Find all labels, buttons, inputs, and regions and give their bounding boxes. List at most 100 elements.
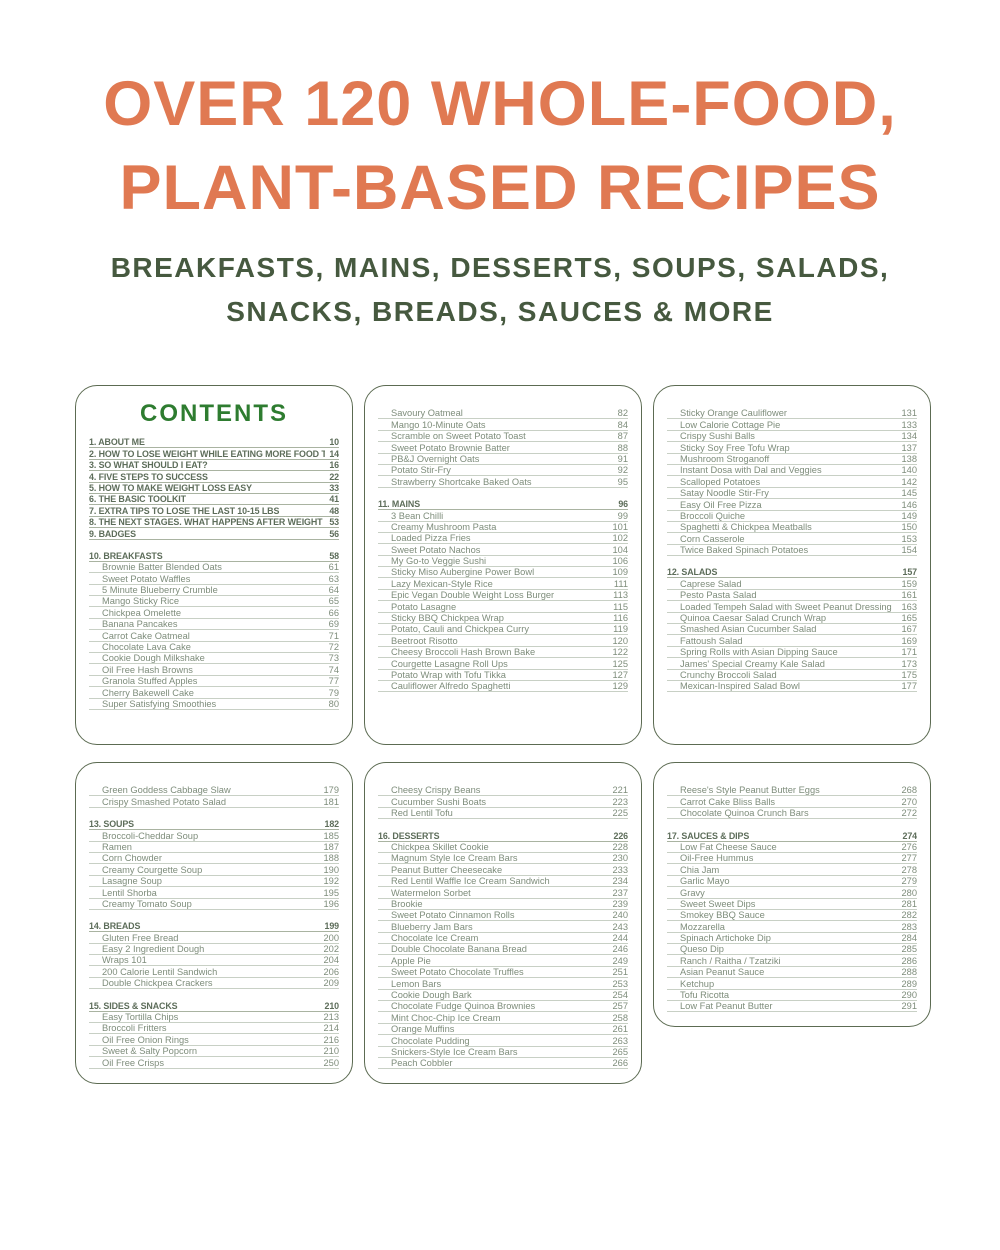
toc-entry-page: 102 [612, 533, 628, 544]
toc-entry-label: Carrot Cake Oatmeal [102, 630, 190, 641]
toc-row: Sticky Soy Free Tofu Wrap 137 [667, 442, 917, 454]
toc-entry-page: 270 [901, 796, 917, 807]
toc-entry-label: Pesto Pasta Salad [680, 590, 757, 601]
toc-entry-page: 157 [902, 567, 917, 578]
toc-entry-page: 56 [329, 528, 339, 539]
toc-row: Chocolate Ice Cream 244 [378, 933, 628, 945]
toc-row: Cheesy Crispy Beans 221 [378, 785, 628, 797]
toc-row: Chocolate Pudding 263 [378, 1035, 628, 1047]
toc-entry-label: Broccoli Quiche [680, 510, 746, 521]
toc-row: Lentil Shorba 195 [89, 887, 339, 899]
toc-entry-label: 8. THE NEXT STAGES. WHAT HAPPENS AFTER W… [89, 517, 325, 528]
toc-entry-page: 14 [329, 448, 339, 459]
toc-entry-page: 237 [612, 887, 628, 898]
toc-entry-label: Potato Lasagne [391, 601, 457, 612]
toc-entry-label: Ramen [102, 841, 132, 852]
toc-row: Spaghetti & Chickpea Meatballs 150 [667, 522, 917, 534]
toc-entry-label: Scramble on Sweet Potato Toast [391, 431, 526, 442]
toc-row: 15. SIDES & SNACKS 210 [89, 1000, 339, 1012]
toc-entry-label: Sweet & Salty Popcorn [102, 1046, 198, 1057]
toc-row: 4. FIVE STEPS TO SUCCESS 22 [89, 471, 339, 483]
toc-row: Ranch / Raitha / Tzatziki 286 [667, 955, 917, 967]
toc-entry-label: Quinoa Caesar Salad Crunch Wrap [680, 613, 827, 624]
toc-entry-label: Granola Stuffed Apples [102, 676, 198, 687]
toc-entry-page: 286 [901, 955, 917, 966]
toc-row: Sweet & Salty Popcorn 210 [89, 1046, 339, 1058]
toc-entry-page: 161 [901, 590, 917, 601]
toc-entry-page: 279 [901, 876, 917, 887]
toc-entry-label: Crispy Smashed Potato Salad [102, 796, 227, 807]
toc-entry-label: 5 Minute Blueberry Crumble [102, 585, 218, 596]
toc-entry-page: 91 [617, 453, 628, 464]
toc-row: Loaded Pizza Fries 102 [378, 533, 628, 545]
toc-row: Apple Pie 249 [378, 955, 628, 967]
toc-row: 2. HOW TO LOSE WEIGHT WHILE EATING MORE … [89, 448, 339, 460]
toc-entry-page: 96 [618, 499, 628, 510]
toc-row: 6. THE BASIC TOOLKIT 41 [89, 494, 339, 506]
toc-row: Ramen 187 [89, 842, 339, 853]
toc-entry-page: 199 [324, 921, 339, 932]
toc-row: Banana Pancakes 69 [89, 619, 339, 631]
toc-row: Magnum Style Ice Cream Bars 230 [378, 853, 628, 865]
section-gap [89, 910, 339, 921]
toc-entry-page: 179 [323, 785, 339, 796]
toc-entry-label: 10. BREAKFASTS [89, 550, 163, 561]
toc-entry-page: 175 [901, 669, 917, 680]
toc-row: Satay Noodle Stir-Fry 145 [667, 488, 917, 500]
toc-row: Watermelon Sorbet 237 [378, 887, 628, 899]
toc-entry-label: Creamy Tomato Soup [102, 898, 192, 909]
toc-entry-page: 185 [323, 830, 339, 841]
toc-entry-label: Sweet Potato Chocolate Truffles [391, 967, 524, 978]
toc-entry-label: Creamy Courgette Soup [102, 864, 203, 875]
toc-row: Queso Dip 285 [667, 944, 917, 956]
toc-row: Sticky BBQ Chickpea Wrap 116 [378, 613, 628, 625]
toc-entry-label: Creamy Mushroom Pasta [391, 521, 497, 532]
toc-entry-label: 1. ABOUT ME [89, 437, 145, 448]
toc-entry-label: Sticky BBQ Chickpea Wrap [391, 613, 504, 624]
toc-entry-label: Banana Pancakes [102, 619, 178, 630]
toc-row: Red Lentil Tofu 225 [378, 808, 628, 820]
toc-row: Scalloped Potatoes 142 [667, 476, 917, 488]
toc-entry-label: Easy 2 Ingredient Dough [102, 944, 205, 955]
toc-row: Crispy Smashed Potato Salad 181 [89, 796, 339, 808]
toc-entry-label: Easy Tortilla Chips [102, 1012, 179, 1023]
toc-entry-label: Corn Chowder [102, 853, 162, 864]
toc-entry-label: Chocolate Fudge Quinoa Brownies [391, 1001, 536, 1012]
toc-entry-page: 16 [329, 460, 339, 471]
toc-entry-page: 285 [901, 944, 917, 955]
toc-entry-label: Sweet Potato Waffles [102, 573, 191, 584]
toc-entry-page: 288 [901, 967, 917, 978]
toc-row: Chocolate Fudge Quinoa Brownies 257 [378, 1001, 628, 1013]
toc-entry-page: 240 [612, 910, 628, 921]
toc-row: Fattoush Salad 169 [667, 635, 917, 647]
toc-entry-page: 206 [323, 966, 339, 977]
toc-panel-3: Sticky Orange Cauliflower 131 Low Calorie … [653, 385, 931, 745]
toc-row: Loaded Tempeh Salad with Sweet Peanut Dr… [667, 601, 917, 613]
toc-entry-label: Sweet Potato Cinnamon Rolls [391, 910, 515, 921]
toc-entry-label: Caprese Salad [680, 578, 742, 589]
toc-row: Sweet Potato Chocolate Truffles 251 [378, 967, 628, 979]
toc-entry-page: 22 [329, 471, 339, 482]
toc-entry-page: 127 [612, 669, 628, 680]
toc-entry-page: 228 [612, 841, 628, 852]
toc-entry-page: 95 [617, 476, 628, 487]
toc-row: Broccoli-Cheddar Soup 185 [89, 830, 339, 842]
toc-entry-label: Courgette Lasagne Roll Ups [391, 658, 508, 669]
toc-entry-page: 284 [901, 933, 917, 944]
toc-row: Smokey BBQ Sauce 282 [667, 910, 917, 922]
toc-entry-page: 246 [612, 944, 628, 955]
toc-entry-label: Peach Cobbler [391, 1058, 453, 1069]
toc-entry-page: 150 [901, 522, 917, 533]
toc-entry-page: 261 [612, 1024, 628, 1035]
toc-entry-label: Sticky Orange Cauliflower [680, 408, 787, 419]
toc-entry-label: Peanut Butter Cheesecake [391, 864, 503, 875]
toc-entry-page: 133 [901, 419, 917, 430]
toc-entry-page: 265 [612, 1046, 628, 1057]
toc-entry-label: Mushroom Stroganoff [680, 453, 770, 464]
toc-entry-label: Smashed Asian Cucumber Salad [680, 624, 817, 635]
section-gap [89, 989, 339, 1000]
toc-entry-page: 254 [612, 990, 628, 1001]
toc-row: Lasagne Soup 192 [89, 876, 339, 888]
toc-entry-label: Easy Oil Free Pizza [680, 499, 762, 510]
toc-row: 14. BREADS 199 [89, 921, 339, 933]
